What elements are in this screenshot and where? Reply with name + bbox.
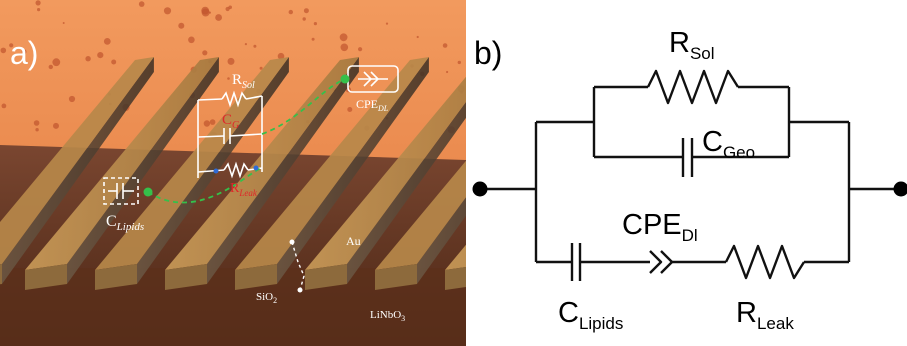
label-a-cpe: CPEDL [356,97,389,113]
finger-top [25,57,219,270]
node-cpe [340,74,350,84]
finger-side [277,57,429,284]
particle-dot [48,64,53,70]
finger-side [417,197,466,284]
node-blue-1 [213,168,219,174]
particle-dot [35,0,41,6]
finger-top [445,244,466,270]
particle-dot [209,119,216,125]
panel-a-circuit-overlay [103,65,399,291]
label-a-clipids: CLipids [106,213,144,233]
particle-dot [1,103,7,109]
particle-dot [244,43,247,46]
particle-dot [138,1,145,7]
electrode-fingers [0,57,466,290]
finger-side [2,57,154,284]
particle-dot [446,70,449,74]
particle-dot [358,47,363,52]
finger-front [0,264,2,285]
particle-dot [35,128,39,132]
finger-front [375,264,417,290]
finger-top [305,76,466,270]
particle-dot [416,35,419,39]
finger-top [0,57,154,265]
particle-dot [37,8,41,12]
finger-front [95,264,137,290]
panel-b-label: b) [474,35,502,71]
particle-dot [0,47,7,54]
finger-side [207,57,359,284]
particle-dot [303,8,309,14]
output-terminal [893,181,907,197]
finger-front [25,264,67,290]
particle-dot [215,14,223,21]
particle-dot [68,95,76,103]
label-a-sio2: SiO2 [256,291,277,305]
particle-dot [442,43,448,48]
finger-side [347,101,466,284]
label-a-rsol: RSol [232,72,255,91]
particle-dot [259,66,263,70]
particle-dot [313,22,317,26]
particle-dot [227,77,230,80]
particle-dot [339,33,348,42]
particle-dot [188,36,195,44]
panel-a-label: a) [10,35,38,71]
particle-dot [253,44,257,48]
input-terminal [472,181,488,197]
particle-dot [103,38,111,45]
node-white-2 [297,287,303,293]
node-blue-2 [253,165,259,171]
particle-dot [340,43,349,52]
particle-dot [311,37,315,41]
node-lipids [143,187,153,197]
finger-front [305,264,347,290]
finger-top [95,57,289,270]
particle-dot [21,49,27,55]
particle-dot [178,22,185,29]
particle-dot [52,58,61,67]
particle-dot [111,59,117,65]
label-b-cpe: CPEDl [622,209,698,245]
particle-dot [225,6,230,12]
label-b-rsol: RSol [669,27,715,63]
particle-dot [347,107,353,112]
finger-side [67,57,219,284]
panel-b-circuit-diagram: b) RSol C [472,27,907,333]
particle-dot [227,57,235,65]
particle-dot [385,22,389,25]
label-a-rleak: RLeak [230,181,258,198]
particle-dot [62,22,65,24]
node-white-sio2 [289,239,295,245]
label-a-au: Au [346,234,361,248]
particle-dot [33,120,40,126]
finger-top [375,160,466,270]
label-b-clipids: CLipids [558,297,623,333]
particle-dot [288,9,293,15]
particle-dot [163,7,172,15]
finger-front [235,264,277,290]
particle-dot [202,50,208,56]
particle-dot [9,43,14,48]
particle-dot [201,6,210,15]
particle-dot [302,17,306,21]
particle-dot [97,52,104,59]
particle-dot [457,60,461,65]
particle-dot [203,120,211,127]
label-b-rleak: RLeak [736,297,794,333]
finger-front [445,267,466,290]
particle-dot [85,56,91,62]
particle-dot [277,52,285,60]
label-a-cgeo: CG [222,112,239,131]
label-b-cgeo: CGeo [702,126,755,162]
finger-top [235,57,429,270]
label-a-linbo3: LiNbO3 [370,309,405,323]
particle-dot [53,122,59,129]
green-dashed-links [147,78,346,204]
panel-a-device-illustration: a) RSol CG RLeak CPEDL CLipids Au SiO2 L… [0,0,466,346]
finger-front [165,264,207,290]
circuit-wires [480,69,901,281]
